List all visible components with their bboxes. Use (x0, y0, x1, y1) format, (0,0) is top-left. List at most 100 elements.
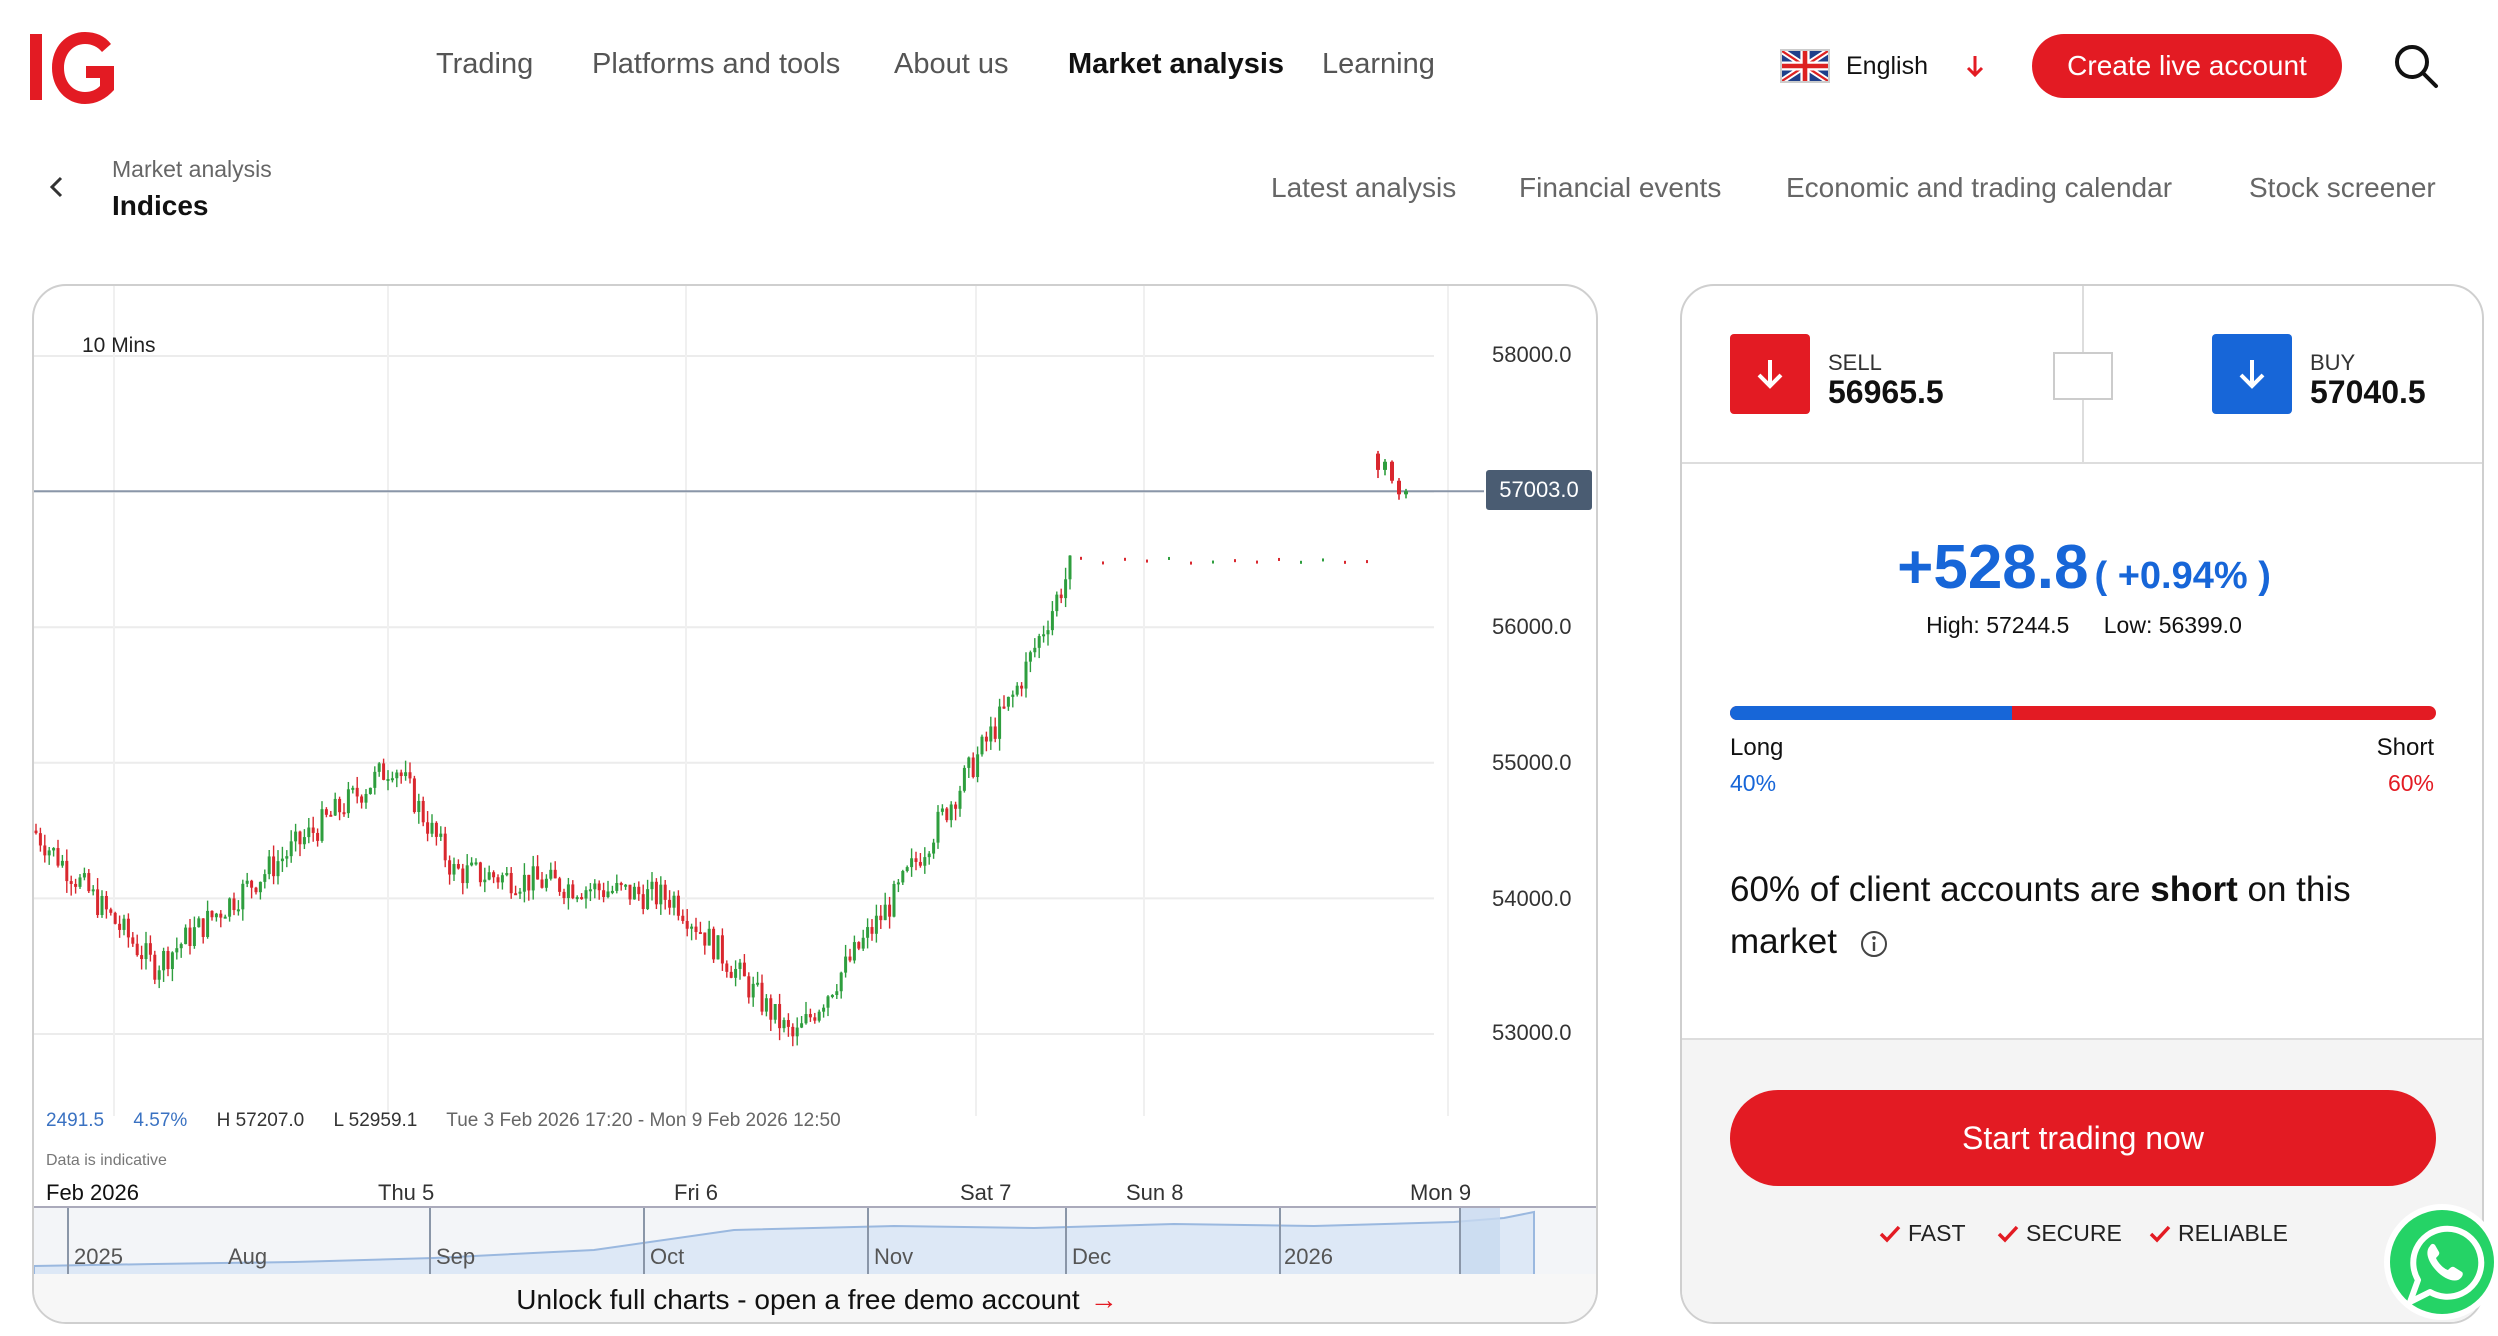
info-icon[interactable] (1859, 929, 1889, 959)
candle-body (1124, 557, 1126, 561)
candle-body (1190, 561, 1192, 565)
stat-change-pct: 4.57% (133, 1110, 188, 1131)
candle-body (720, 935, 724, 964)
candle-body (487, 872, 491, 880)
candle-body (874, 915, 878, 934)
nav-platforms-and-tools[interactable]: Platforms and tools (592, 48, 841, 80)
candle-body (1397, 480, 1401, 495)
nav-about-us[interactable]: About us (894, 48, 1009, 80)
candle-body (56, 848, 60, 866)
candle-body (522, 874, 526, 892)
chevron-left-icon[interactable] (44, 172, 70, 202)
subnav-financial-events[interactable]: Financial events (1519, 172, 1722, 203)
language-selector[interactable]: English (1780, 46, 1928, 86)
candle-body (597, 883, 601, 891)
candle-body (540, 879, 544, 888)
candle-body (192, 927, 196, 946)
client-sentiment-text: 60% of client accounts are short on this… (1730, 864, 2436, 968)
candle-body (135, 943, 139, 956)
sentiment-long-fill (1730, 706, 2013, 720)
change-value: +528.8 (1897, 533, 2089, 602)
feature-fast: FAST (1878, 1220, 1966, 1247)
candle-body (417, 800, 421, 813)
candle-body (346, 789, 350, 814)
start-trading-button[interactable]: Start trading now (1730, 1090, 2436, 1186)
candle-body (764, 998, 768, 1012)
navigator-label: Oct (650, 1244, 685, 1269)
candle-body (1234, 559, 1236, 563)
candle-body (857, 942, 861, 949)
nav-trading[interactable]: Trading (436, 48, 534, 80)
candle-body (148, 943, 152, 955)
candle-body (355, 787, 359, 797)
sell-button[interactable] (1730, 334, 1810, 414)
candle-body (96, 889, 100, 916)
nav-learning[interactable]: Learning (1322, 48, 1435, 80)
candle-body (364, 793, 368, 803)
candle-body (668, 899, 672, 908)
arrow-down-icon (2239, 360, 2265, 389)
candle-body (615, 882, 619, 891)
x-tick-label: Thu 5 (378, 1180, 435, 1205)
buy-button[interactable] (2212, 334, 2292, 414)
chart-interval[interactable]: 10 Mins (82, 334, 156, 357)
candle-body (1256, 560, 1258, 564)
candle-body (267, 856, 271, 875)
deal-size-box[interactable] (2053, 352, 2113, 400)
breadcrumb[interactable]: Market analysis (112, 156, 272, 182)
price-chart[interactable] (34, 286, 1598, 1324)
change-percent: ( +0.94% ) (2094, 555, 2271, 597)
arrow-down-icon[interactable] (1960, 50, 1990, 82)
candle-body (368, 787, 372, 794)
candle-body (60, 860, 64, 866)
subnav-latest-analysis[interactable]: Latest analysis (1271, 172, 1457, 203)
candle-body (844, 956, 848, 973)
candle-body (1059, 594, 1063, 599)
candle-body (153, 954, 157, 980)
candle-body (870, 927, 874, 934)
candle-body (1064, 579, 1068, 599)
candle-body (707, 928, 711, 946)
candle-body (1390, 461, 1394, 481)
candle-body (377, 763, 381, 772)
feature-secure: SECURE (1996, 1220, 2122, 1247)
candle-body (602, 890, 606, 898)
chart-navigator[interactable] (34, 1206, 1596, 1279)
subnav-economic-calendar[interactable]: Economic and trading calendar (1786, 172, 2173, 203)
candle-body (434, 822, 438, 837)
candle-body (628, 884, 632, 900)
candle-body (712, 928, 716, 960)
ig-logo[interactable] (28, 30, 120, 104)
unlock-text: Unlock full charts - open a free demo ac… (516, 1284, 1080, 1315)
candle-body (232, 898, 236, 911)
whatsapp-icon[interactable] (2380, 1200, 2498, 1336)
client-text-prefix: 60% of client accounts are (1730, 870, 2151, 909)
stat-low: L 52959.1 (333, 1110, 418, 1131)
unlock-charts-link[interactable]: Unlock full charts - open a free demo ac… (34, 1274, 1596, 1322)
candle-body (918, 861, 922, 866)
candle-body (822, 1007, 826, 1012)
subnav-stock-screener[interactable]: Stock screener (2249, 172, 2436, 203)
candle-body (509, 872, 513, 894)
deal-ticket: SELL 56965.5 BUY 57040.5 (1682, 286, 2482, 464)
candle-body (43, 845, 47, 856)
page-title: Indices (112, 190, 209, 221)
candle-body (808, 1014, 812, 1018)
candle-body (276, 861, 280, 877)
x-tick-label: Feb 2026 (46, 1180, 139, 1205)
candle-body (360, 796, 364, 803)
candle-body (544, 878, 548, 888)
navigator-label: Dec (1072, 1244, 1112, 1269)
candle-body (412, 778, 416, 813)
search-icon[interactable] (2392, 42, 2440, 90)
short-percent: 60% (2387, 770, 2434, 796)
create-live-account-button[interactable]: Create live account (2032, 34, 2342, 98)
navigator-label: Sep (436, 1244, 476, 1269)
candle-body (87, 873, 91, 892)
candle-body (338, 798, 342, 813)
y-tick-label: 53000.0 (1492, 1020, 1572, 1045)
candle-body (681, 915, 685, 921)
y-tick-label: 58000.0 (1492, 342, 1572, 367)
candle-body (971, 757, 975, 778)
nav-market-analysis[interactable]: Market analysis (1068, 48, 1285, 80)
